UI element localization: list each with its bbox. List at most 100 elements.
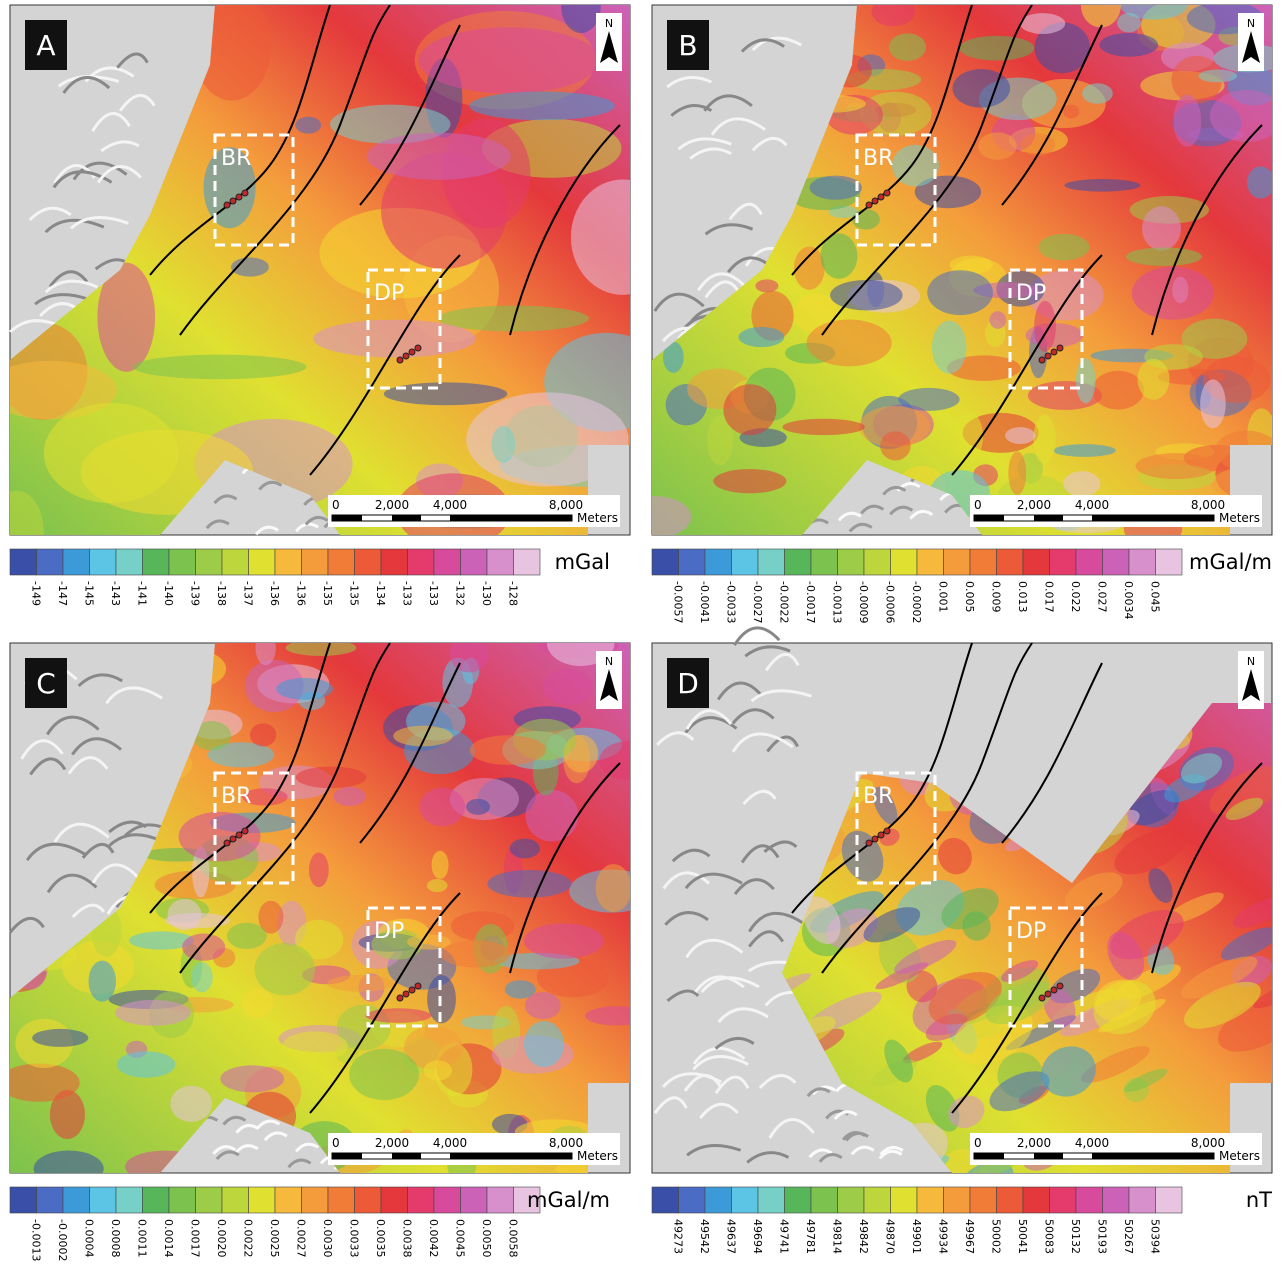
scale-unit: Meters [577, 1149, 618, 1163]
colorbar-swatch [355, 1187, 382, 1213]
colorbar-label: 50394 [1149, 1219, 1162, 1254]
panel-label: B [678, 29, 697, 62]
colorbar-label: 0.0035 [374, 1219, 387, 1258]
site-marker [415, 983, 421, 989]
colorbar-label: 50267 [1122, 1219, 1135, 1254]
anomaly [255, 943, 316, 995]
anomaly [1126, 247, 1202, 266]
colorbar-label: 0.027 [1096, 581, 1109, 613]
anomaly [1038, 234, 1089, 261]
anomaly [255, 631, 275, 666]
scale-tick: 8,000 [1191, 1136, 1225, 1150]
colorbar-label: -0.0006 [884, 581, 897, 623]
scale-tick: 4,000 [433, 498, 467, 512]
colorbar-label: 0.0038 [401, 1219, 414, 1258]
north-label: N [605, 17, 613, 30]
colorbar-label: -135 [321, 581, 334, 606]
page: BRDPAN02,0004,0008,000Meters-149-147-145… [0, 0, 1287, 1276]
colorbar-label: -140 [162, 581, 175, 606]
colorbar-label: 0.0045 [454, 1219, 467, 1258]
colorbar-swatch [1129, 1187, 1156, 1213]
colorbar-swatch [732, 549, 759, 575]
site-marker [236, 832, 242, 838]
colorbar-label: 50193 [1096, 1219, 1109, 1254]
colorbar-swatch [355, 549, 382, 575]
colorbar-swatch [63, 1187, 90, 1213]
colorbar-label: -137 [242, 581, 255, 606]
colorbar-swatch [1076, 549, 1103, 575]
scale-tick: 4,000 [1075, 498, 1109, 512]
colorbar-swatch [944, 1187, 971, 1213]
anomaly [276, 678, 333, 700]
colorbar-label: 0.005 [963, 581, 976, 613]
colorbar: -149-147-145-143-141-140-139-138-137-136… [10, 549, 610, 606]
anomaly [1076, 358, 1096, 403]
colorbar-label: 0.0058 [507, 1219, 520, 1258]
site-marker [415, 345, 421, 351]
scale-tick: 2,000 [375, 498, 409, 512]
colorbar-swatch [222, 549, 249, 575]
colorbar-swatch [1156, 1187, 1183, 1213]
colorbar-swatch [1156, 549, 1183, 575]
colorbar-label: -149 [30, 581, 43, 606]
colorbar-label: -0.0009 [857, 581, 870, 623]
colorbar-swatch [997, 549, 1024, 575]
colorbar-swatch [652, 1187, 679, 1213]
colorbar-unit: mGal/m [1189, 550, 1272, 574]
colorbar-label: 50041 [1016, 1219, 1029, 1254]
anomaly [470, 735, 546, 765]
site-marker [872, 198, 878, 204]
anomaly [723, 384, 776, 435]
colorbar-swatch [381, 1187, 408, 1213]
site-marker [884, 828, 890, 834]
colorbar-swatch [487, 549, 514, 575]
colorbar-label: 0.0050 [480, 1219, 493, 1258]
anomaly [349, 1049, 419, 1100]
site-marker [866, 840, 872, 846]
north-label: N [605, 655, 613, 668]
anomaly [1275, 917, 1287, 971]
colorbar-label: 49870 [884, 1219, 897, 1254]
anomaly [384, 382, 508, 405]
colorbar-swatch [758, 1187, 785, 1213]
colorbar-swatch [811, 549, 838, 575]
colorbar-swatch [970, 549, 997, 575]
scale-tick: 8,000 [549, 498, 583, 512]
anomaly [44, 403, 179, 503]
colorbar-swatch [705, 1187, 732, 1213]
colorbar-label: -132 [454, 581, 467, 606]
anomaly [755, 279, 778, 292]
colorbar-swatch [196, 549, 223, 575]
colorbar-label: -135 [348, 581, 361, 606]
site-marker [230, 836, 236, 842]
anomaly [117, 1051, 176, 1078]
anomaly [1136, 453, 1217, 479]
study-area-label: BR [863, 784, 893, 809]
anomaly [418, 27, 600, 93]
colorbar-label: 0.022 [1069, 581, 1082, 613]
colorbar-label: -139 [189, 581, 202, 606]
colorbar-label: -145 [83, 581, 96, 606]
anomaly [242, 989, 273, 1018]
anomaly [420, 788, 466, 826]
anomaly [1065, 179, 1141, 192]
anomaly [469, 91, 615, 120]
anomaly [365, 1008, 431, 1023]
site-marker [409, 349, 415, 355]
map-panel: BRDPAN02,0004,0008,000Meters [0, 0, 687, 572]
scale-unit: Meters [577, 511, 618, 525]
scale-tick: 2,000 [1017, 498, 1051, 512]
anomaly [182, 934, 225, 961]
colorbar-swatch [1129, 549, 1156, 575]
colorbar-label: -141 [136, 581, 149, 606]
anomaly [1063, 105, 1079, 119]
anomaly [978, 132, 1017, 159]
colorbar-swatch [732, 1187, 759, 1213]
scale-segment [1034, 515, 1063, 521]
colorbar-label: -0.0033 [725, 581, 738, 623]
site-marker [866, 202, 872, 208]
anomaly [599, 741, 656, 780]
scale-segment [974, 515, 1004, 521]
anomaly [407, 934, 451, 949]
anomaly [424, 1060, 452, 1080]
